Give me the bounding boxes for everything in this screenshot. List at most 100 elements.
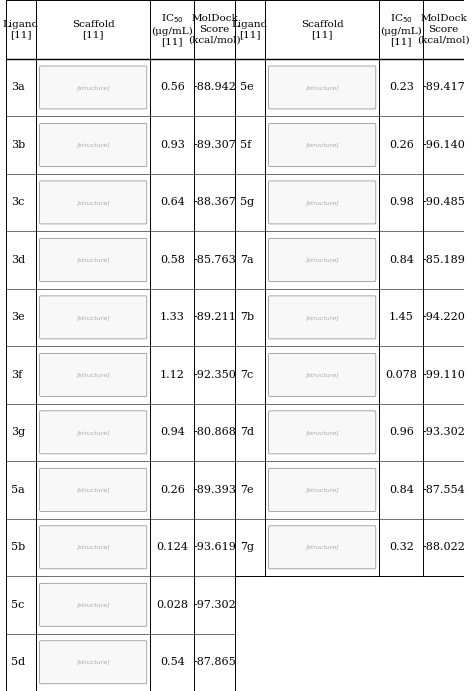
- Text: [structure]: [structure]: [305, 545, 339, 550]
- Text: 0.93: 0.93: [160, 140, 185, 150]
- Text: 7c: 7c: [240, 370, 253, 380]
- Text: [structure]: [structure]: [76, 372, 110, 377]
- Text: [structure]: [structure]: [305, 315, 339, 320]
- Text: Ligand
[11]: Ligand [11]: [232, 19, 268, 39]
- Text: [structure]: [structure]: [305, 487, 339, 492]
- FancyBboxPatch shape: [269, 238, 376, 281]
- Text: 0.078: 0.078: [385, 370, 417, 380]
- Text: 1.45: 1.45: [389, 312, 414, 323]
- Text: 0.56: 0.56: [160, 82, 185, 93]
- FancyBboxPatch shape: [269, 66, 376, 109]
- Text: 3d: 3d: [11, 255, 25, 265]
- FancyBboxPatch shape: [269, 468, 376, 511]
- Text: 5a: 5a: [11, 485, 25, 495]
- Text: 1.33: 1.33: [160, 312, 185, 323]
- Text: 0.64: 0.64: [160, 198, 185, 207]
- Text: 0.84: 0.84: [389, 485, 414, 495]
- Text: 0.23: 0.23: [389, 82, 414, 93]
- FancyBboxPatch shape: [269, 124, 376, 167]
- Text: 0.58: 0.58: [160, 255, 185, 265]
- Text: 5b: 5b: [11, 542, 25, 552]
- FancyBboxPatch shape: [40, 66, 147, 109]
- Text: -88.022: -88.022: [422, 542, 465, 552]
- Text: 7e: 7e: [240, 485, 253, 495]
- Text: 5e: 5e: [240, 82, 254, 93]
- Text: 5d: 5d: [11, 657, 25, 668]
- Text: 5c: 5c: [11, 600, 24, 609]
- Text: 0.54: 0.54: [160, 657, 185, 668]
- FancyBboxPatch shape: [269, 353, 376, 397]
- Text: 3b: 3b: [11, 140, 25, 150]
- Text: -96.140: -96.140: [422, 140, 465, 150]
- Text: -90.485: -90.485: [422, 198, 465, 207]
- Text: 0.98: 0.98: [389, 198, 414, 207]
- Text: [structure]: [structure]: [76, 487, 110, 492]
- FancyBboxPatch shape: [40, 296, 147, 339]
- FancyBboxPatch shape: [40, 353, 147, 397]
- Text: 0.84: 0.84: [389, 255, 414, 265]
- Text: [structure]: [structure]: [76, 258, 110, 263]
- Text: 7g: 7g: [240, 542, 254, 552]
- Text: -87.865: -87.865: [193, 657, 236, 668]
- FancyBboxPatch shape: [269, 181, 376, 224]
- Text: [structure]: [structure]: [305, 142, 339, 147]
- Text: -89.211: -89.211: [193, 312, 236, 323]
- FancyBboxPatch shape: [40, 468, 147, 511]
- Text: 0.32: 0.32: [389, 542, 414, 552]
- Text: -94.220: -94.220: [422, 312, 465, 323]
- FancyBboxPatch shape: [40, 238, 147, 281]
- Text: -89.417: -89.417: [422, 82, 465, 93]
- FancyBboxPatch shape: [40, 124, 147, 167]
- Text: -89.307: -89.307: [193, 140, 236, 150]
- Text: 3g: 3g: [11, 427, 25, 437]
- Text: -92.350: -92.350: [193, 370, 236, 380]
- Text: [structure]: [structure]: [76, 200, 110, 205]
- Text: [structure]: [structure]: [76, 660, 110, 665]
- Text: MolDock
Score
(kcal/mol): MolDock Score (kcal/mol): [188, 15, 241, 44]
- Text: [structure]: [structure]: [305, 372, 339, 377]
- Text: [structure]: [structure]: [76, 315, 110, 320]
- Text: 5f: 5f: [240, 140, 251, 150]
- Text: -93.302: -93.302: [422, 427, 465, 437]
- Text: -87.554: -87.554: [422, 485, 465, 495]
- Text: -85.189: -85.189: [422, 255, 465, 265]
- Text: 0.028: 0.028: [156, 600, 188, 609]
- Text: 1.12: 1.12: [160, 370, 185, 380]
- Text: -93.619: -93.619: [193, 542, 236, 552]
- FancyBboxPatch shape: [40, 583, 147, 626]
- Text: [structure]: [structure]: [76, 142, 110, 147]
- Text: 7a: 7a: [240, 255, 254, 265]
- Text: [structure]: [structure]: [305, 85, 339, 90]
- FancyBboxPatch shape: [40, 526, 147, 569]
- Text: -97.302: -97.302: [193, 600, 236, 609]
- Text: -88.367: -88.367: [193, 198, 236, 207]
- Text: -89.393: -89.393: [193, 485, 236, 495]
- Text: Ligand
[11]: Ligand [11]: [3, 19, 39, 39]
- Text: -80.868: -80.868: [193, 427, 236, 437]
- Text: [structure]: [structure]: [76, 430, 110, 435]
- FancyBboxPatch shape: [40, 181, 147, 224]
- Text: -99.110: -99.110: [422, 370, 465, 380]
- Text: 3c: 3c: [11, 198, 24, 207]
- Text: IC$_{50}$
(μg/mL)
[11]: IC$_{50}$ (μg/mL) [11]: [380, 12, 422, 46]
- Text: 3f: 3f: [11, 370, 22, 380]
- Text: 0.124: 0.124: [156, 542, 188, 552]
- Text: IC$_{50}$
(μg/mL)
[11]: IC$_{50}$ (μg/mL) [11]: [151, 12, 193, 46]
- Text: [structure]: [structure]: [305, 200, 339, 205]
- Text: -88.942: -88.942: [193, 82, 236, 93]
- Text: [structure]: [structure]: [305, 430, 339, 435]
- FancyBboxPatch shape: [40, 411, 147, 454]
- Text: 7b: 7b: [240, 312, 254, 323]
- FancyBboxPatch shape: [40, 641, 147, 684]
- Text: [structure]: [structure]: [76, 545, 110, 550]
- Text: 7d: 7d: [240, 427, 254, 437]
- FancyBboxPatch shape: [269, 296, 376, 339]
- Text: 3a: 3a: [11, 82, 25, 93]
- Text: 3e: 3e: [11, 312, 24, 323]
- Text: 0.94: 0.94: [160, 427, 185, 437]
- Text: [structure]: [structure]: [76, 603, 110, 607]
- Text: [structure]: [structure]: [76, 85, 110, 90]
- FancyBboxPatch shape: [269, 526, 376, 569]
- Text: 0.96: 0.96: [389, 427, 414, 437]
- Text: [structure]: [structure]: [305, 258, 339, 263]
